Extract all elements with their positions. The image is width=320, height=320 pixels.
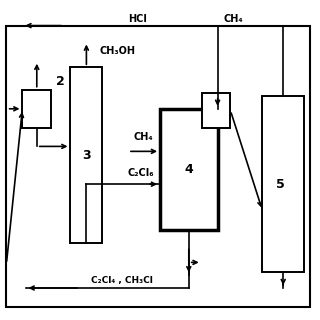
Text: CH₄: CH₄ [224,14,244,24]
FancyBboxPatch shape [202,93,230,128]
Text: 2: 2 [56,75,65,88]
Text: HCl: HCl [128,14,147,24]
Text: CH₄: CH₄ [134,132,154,142]
Text: C₂Cl₆: C₂Cl₆ [127,168,154,178]
Text: CH₃OH: CH₃OH [99,46,135,56]
FancyBboxPatch shape [22,90,51,128]
Text: 4: 4 [184,163,193,176]
FancyBboxPatch shape [262,96,304,272]
Text: 3: 3 [82,149,91,162]
Text: C₂Cl₄ , CH₃Cl: C₂Cl₄ , CH₃Cl [91,276,153,285]
Text: 5: 5 [276,178,284,190]
FancyBboxPatch shape [6,26,310,307]
FancyBboxPatch shape [70,67,102,243]
FancyBboxPatch shape [160,109,218,230]
